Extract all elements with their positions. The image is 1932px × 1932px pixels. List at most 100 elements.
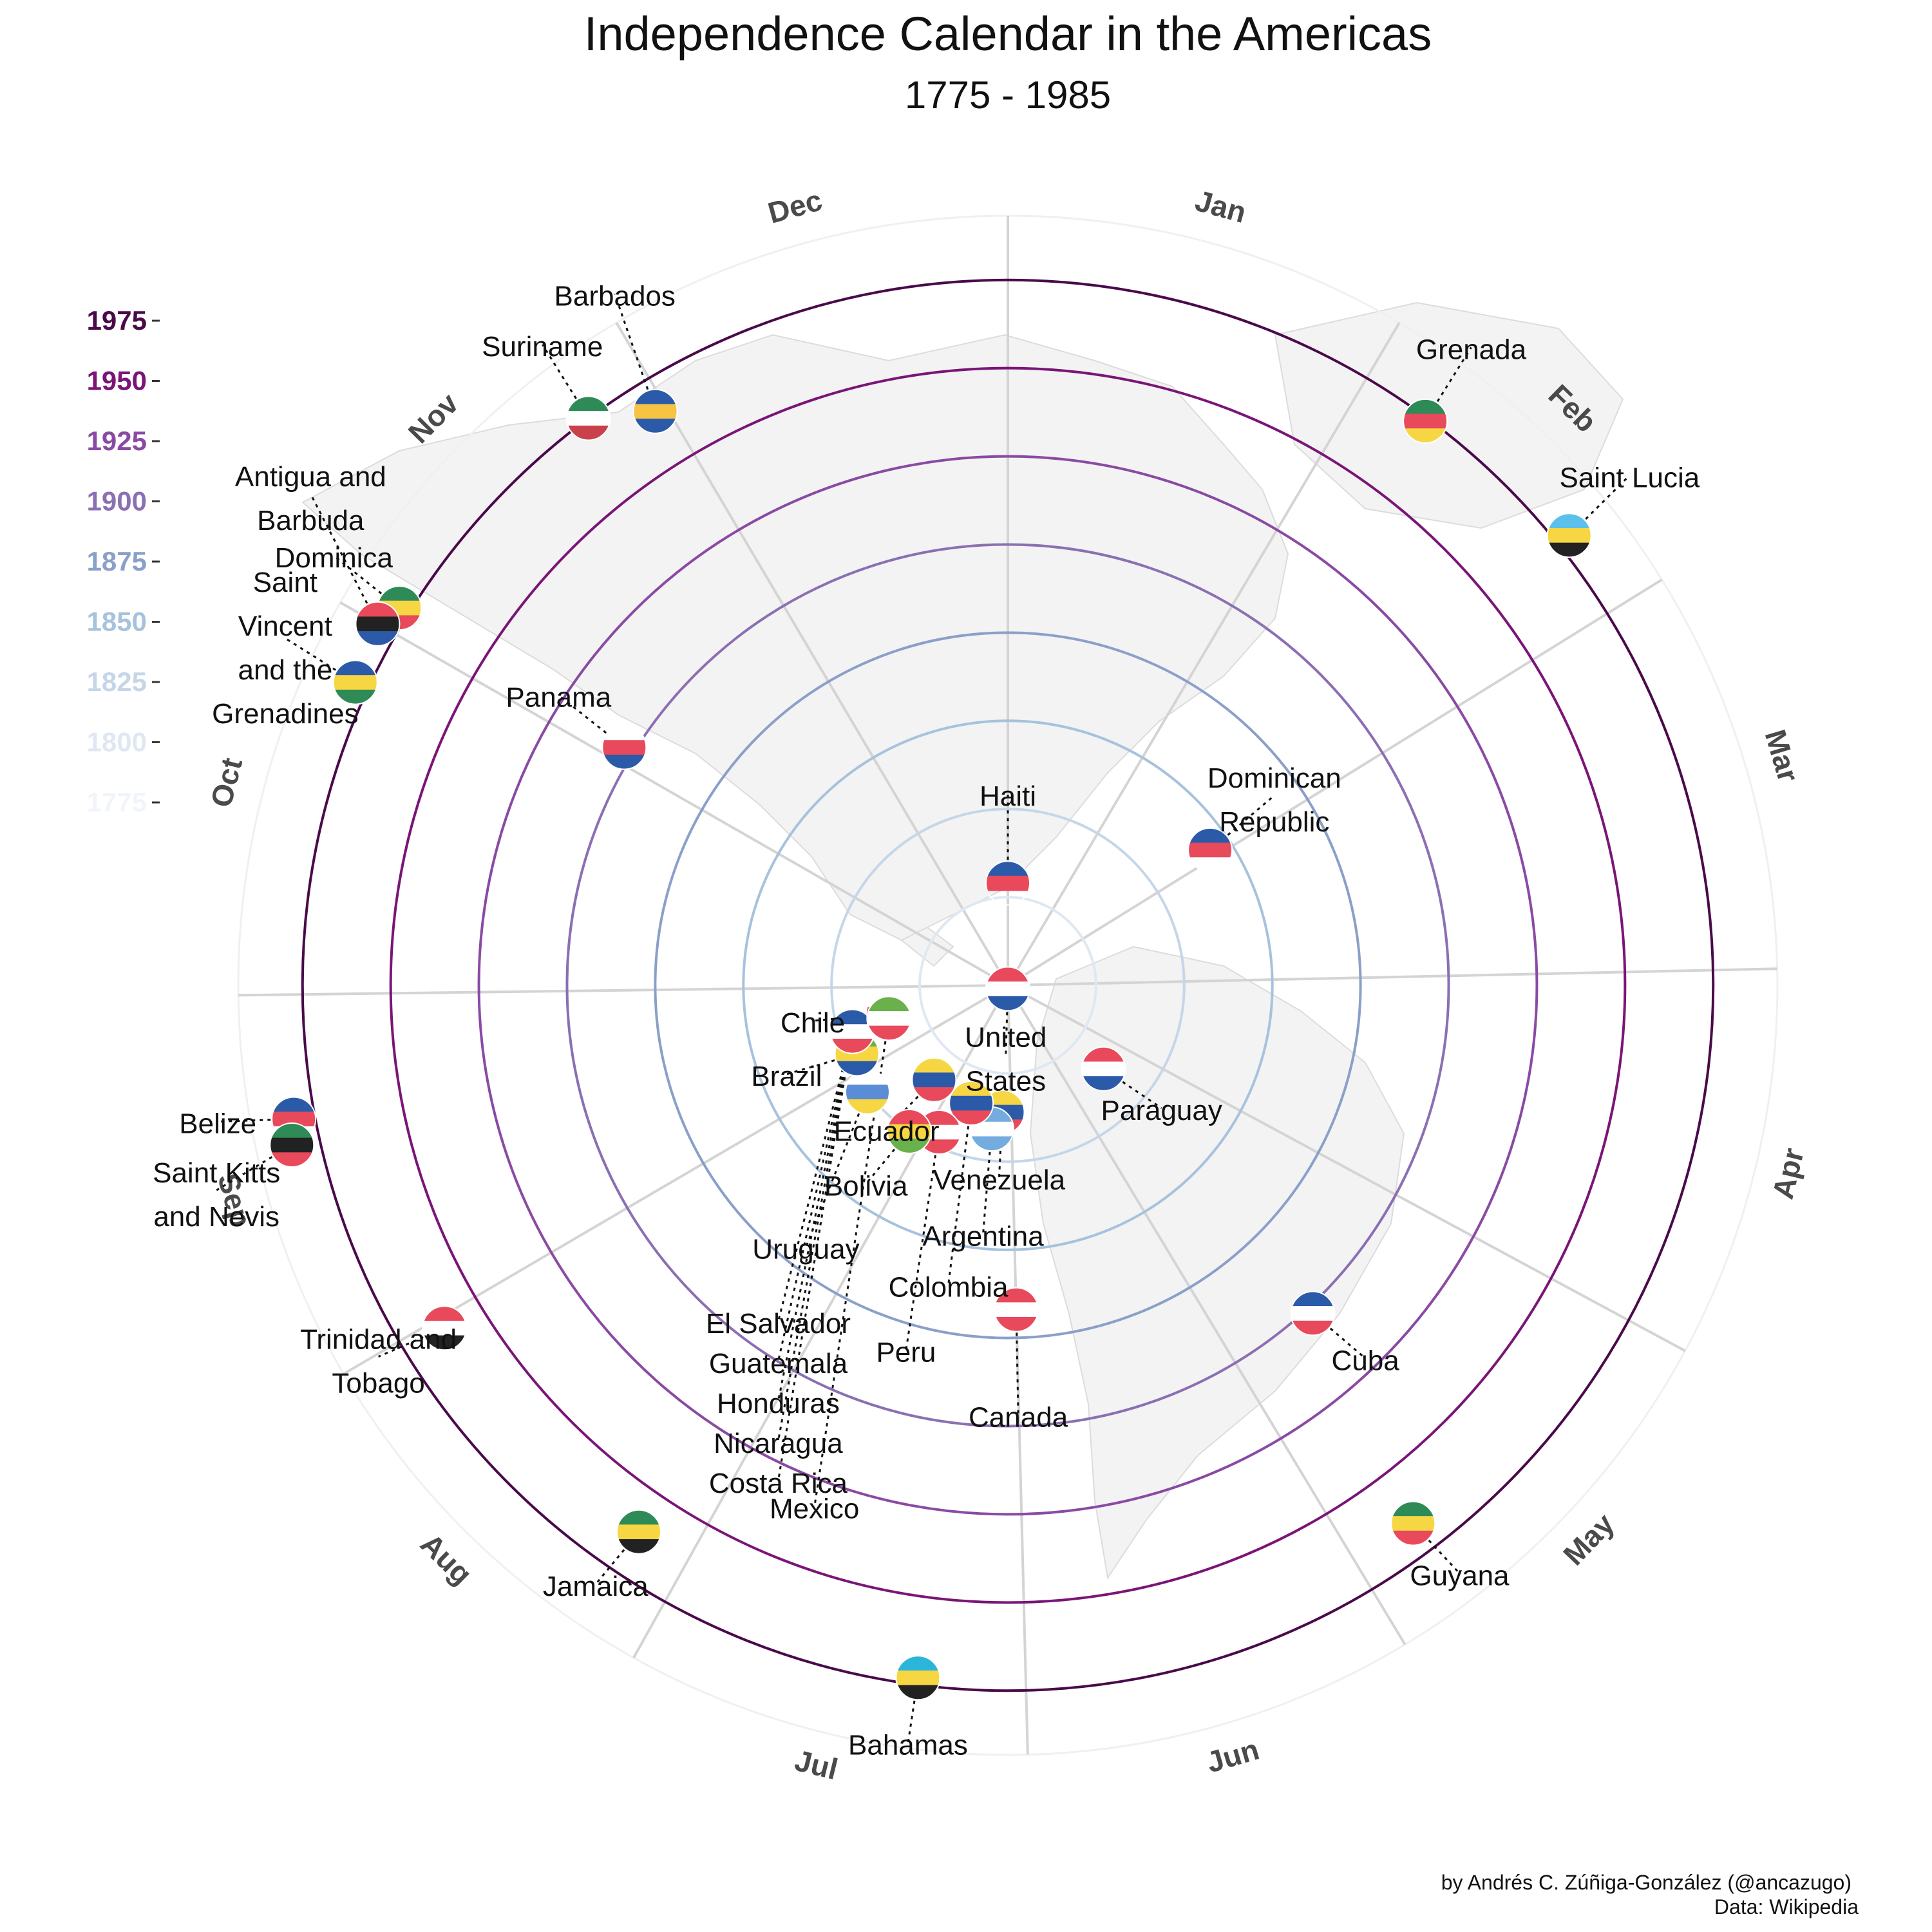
flag-stripe <box>1547 527 1591 544</box>
legend-year-1950: 1950 <box>87 366 147 396</box>
label-bahamas: Bahamas <box>848 1729 968 1761</box>
label-line: Bolivia <box>824 1170 908 1202</box>
label-suriname: Suriname <box>482 331 603 363</box>
label-saint-kitts-and-nevis: Saint Kitts and Nevis <box>153 1157 280 1233</box>
flag-stripe <box>1291 1320 1335 1336</box>
flag-outline <box>895 1655 941 1701</box>
flag-stripe <box>333 660 377 676</box>
flag-stripe <box>377 586 422 601</box>
flag-stripe <box>422 1320 467 1336</box>
label-line: Chile <box>781 1007 845 1039</box>
flag-outline <box>886 1108 932 1154</box>
label-line: Panama <box>506 681 611 713</box>
flag-outline <box>332 659 378 705</box>
flag-stripe <box>422 1335 467 1350</box>
month-spoke-nov <box>339 601 1009 987</box>
flag-stripe <box>912 1087 956 1102</box>
flag-stripe <box>896 1656 940 1671</box>
flag-stripe <box>566 396 611 412</box>
flag-ecuador <box>911 1057 957 1103</box>
leader-saint-lucia <box>1568 475 1631 536</box>
year-legend: 1975 1950 1925 1900 1875 1850 1825 1800 1775 <box>87 305 160 817</box>
flag-outline <box>565 395 611 441</box>
flag-stripe <box>1403 399 1448 415</box>
flag-saint-vincent-and-the-grenadines <box>332 659 378 705</box>
flag-stripe <box>1188 857 1233 872</box>
year-ring-1975 <box>301 278 1715 1692</box>
flag-outline <box>355 601 401 647</box>
map-greenland <box>1274 301 1624 529</box>
flag-outline <box>994 1287 1039 1332</box>
flag-united-states <box>985 966 1030 1012</box>
flag-stripe <box>272 1112 316 1127</box>
flag-panama <box>601 724 647 770</box>
label-trinidad-and-tobago: Trinidad and Tobago <box>300 1324 457 1399</box>
label-mexico: Mexico <box>770 1493 859 1524</box>
legend-year-1800: 1800 <box>87 727 147 757</box>
flag-stripe <box>270 1137 314 1153</box>
world-map-backdrop <box>301 301 1624 1580</box>
flag-outline <box>985 860 1030 906</box>
flag-stripe <box>422 1306 467 1321</box>
flag-outline <box>422 1305 468 1351</box>
flag-stripe <box>969 1136 1014 1151</box>
year-ring-1875 <box>654 631 1362 1340</box>
leader-guyana <box>1412 1522 1461 1575</box>
flag-stripe <box>867 1025 911 1041</box>
label-costa-rica: Costa Rica <box>709 1468 848 1499</box>
label-grenada: Grenada <box>1416 334 1527 365</box>
year-ring-1850 <box>742 719 1274 1251</box>
flag-costa-rica <box>829 1009 875 1054</box>
label-ecuador: Ecuador <box>834 1115 940 1147</box>
leader-panama <box>558 694 625 748</box>
map-north-america <box>301 334 1289 942</box>
flag-stripe <box>355 631 400 646</box>
label-bolivia: Bolivia <box>824 1170 908 1202</box>
leader-mexico <box>813 1018 890 1507</box>
legend-year-1975: 1975 <box>87 305 147 336</box>
year-ring-1900 <box>565 543 1450 1428</box>
leader-dominica <box>333 554 401 609</box>
legend-year-1850: 1850 <box>87 607 147 637</box>
label-chile: Chile <box>781 1007 845 1039</box>
label-paraguay: Paraguay <box>1101 1095 1222 1126</box>
flag-stripe <box>355 616 400 632</box>
label-line: Costa Rica <box>709 1468 848 1499</box>
label-united-states: United States <box>965 1021 1046 1097</box>
flag-grenada <box>1403 398 1448 444</box>
label-line: Uruguay <box>752 1233 859 1265</box>
flag-stripe <box>949 1095 994 1112</box>
flag-uruguay <box>844 1069 890 1115</box>
chart-title: Independence Calendar in the Americas <box>584 7 1432 61</box>
flag-stripe <box>830 1024 875 1039</box>
label-dominica: Dominica <box>275 542 393 574</box>
label-line: Paraguay <box>1101 1095 1222 1126</box>
flag-stripe <box>1081 1076 1126 1091</box>
label-line: Antigua and <box>235 461 386 493</box>
flag-stripe <box>270 1122 314 1139</box>
leader-bahamas <box>907 1678 919 1743</box>
flag-outline <box>601 724 647 770</box>
label-barbados: Barbados <box>554 281 676 312</box>
month-spoke-jun <box>1007 984 1406 1645</box>
flag-outline <box>866 996 912 1041</box>
label-line: Canada <box>969 1402 1068 1434</box>
flag-points <box>269 388 1592 1701</box>
label-line: Belize <box>179 1108 256 1140</box>
label-line: Mexico <box>770 1493 859 1524</box>
label-line: Barbuda <box>257 505 365 536</box>
leader-suriname <box>542 344 589 419</box>
label-canada: Canada <box>969 1402 1068 1434</box>
month-spoke-apr <box>1007 967 1777 987</box>
flag-bolivia <box>886 1108 932 1154</box>
label-line: Suriname <box>482 331 603 363</box>
flag-cuba <box>1290 1291 1336 1336</box>
legend-year-1900: 1900 <box>87 486 147 516</box>
flag-antigua-and-barbuda <box>355 601 401 647</box>
label-peru: Peru <box>876 1337 936 1368</box>
flag-stripe <box>1081 1046 1126 1063</box>
label-guatemala: Guatemala <box>709 1348 848 1379</box>
flag-stripe <box>912 1072 956 1088</box>
flag-stripe <box>1391 1516 1435 1531</box>
